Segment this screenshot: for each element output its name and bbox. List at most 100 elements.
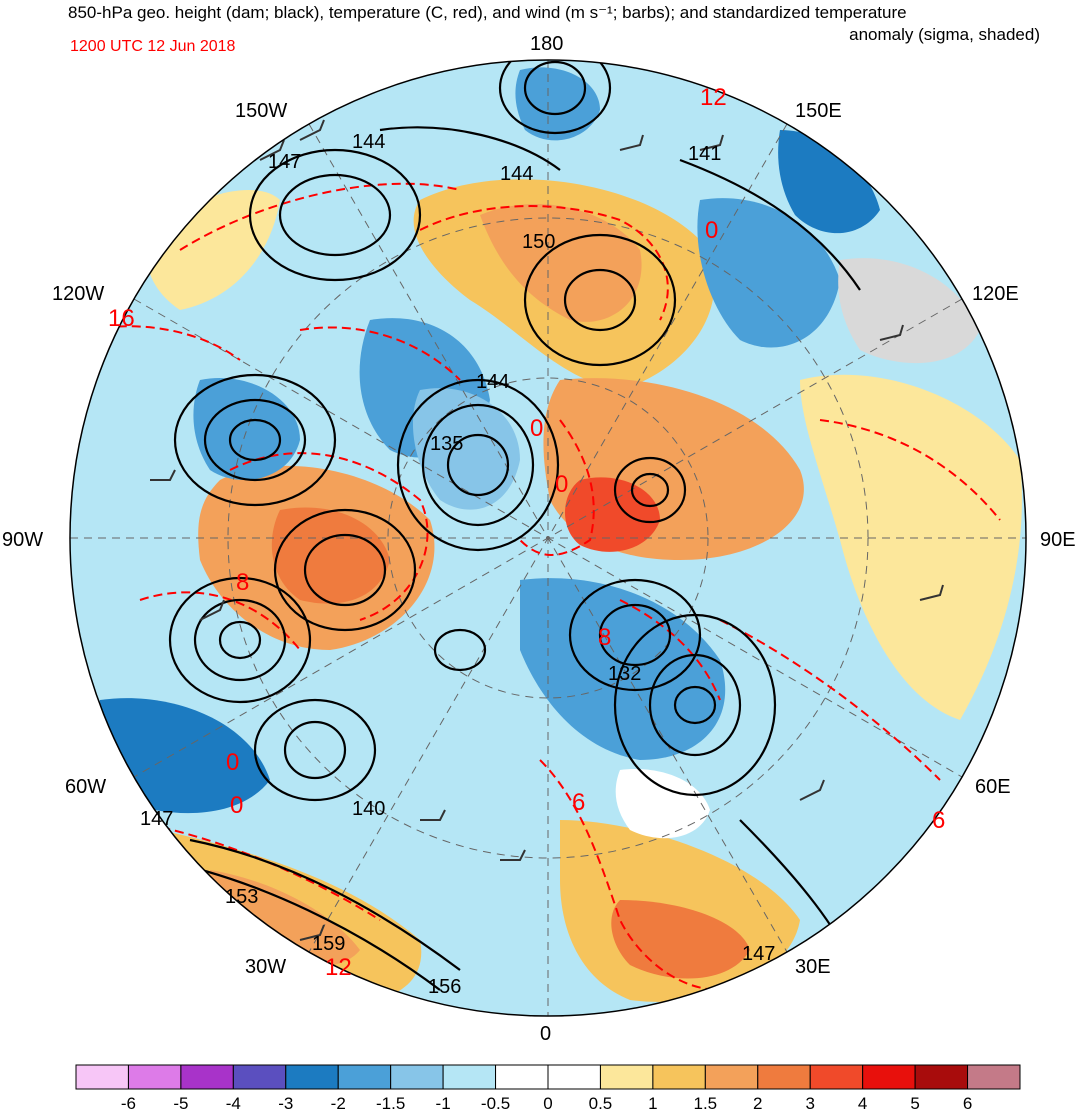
height-label: 141 [688, 143, 721, 165]
height-label: 144 [476, 371, 509, 393]
anomaly-warm-east-core [565, 477, 660, 552]
colorbar-tick-label: -4 [226, 1094, 241, 1112]
anomaly-cold-northpac [515, 67, 600, 141]
colorbar-swatch [757, 1064, 811, 1090]
colorbar-tick-label: -1 [436, 1094, 451, 1112]
figure-title: 850-hPa geo. height (dam; black), temper… [68, 2, 1040, 46]
map-boundary [69, 59, 1027, 1017]
lon-label-120e: 120E [972, 283, 1019, 305]
colorbar-tick-label: -5 [173, 1094, 188, 1112]
height-label: 156 [428, 976, 461, 998]
temperature-label: 0 [230, 792, 243, 819]
height-label: 140 [352, 798, 385, 820]
lon-label-90w: 90W [2, 529, 43, 551]
wind-barbs [150, 119, 944, 941]
colorbar-tick-label: -3 [278, 1094, 293, 1112]
colorbar-swatch [652, 1064, 706, 1090]
height-label: 147 [268, 151, 301, 173]
colorbar-tick-label: 2 [753, 1094, 762, 1112]
colorbar-swatch [704, 1064, 759, 1090]
colorbar-swatch [390, 1064, 444, 1090]
colorbar-swatch [180, 1064, 234, 1090]
colorbar-tick-label: 4 [858, 1094, 867, 1112]
temperature-label: 16 [108, 305, 135, 332]
lon-label-180: 180 [530, 33, 563, 55]
height-label: 159 [312, 933, 345, 955]
anomaly-cold-eastsib [697, 198, 840, 348]
graticule [70, 60, 1026, 1016]
colorbar-swatch [232, 1064, 287, 1090]
anomaly-warm-west-core [271, 507, 390, 604]
colorbar-tick-label: -2 [331, 1094, 346, 1112]
colorbar-tick-label: -1.5 [376, 1094, 405, 1112]
colorbar-tick-label: 0 [543, 1094, 552, 1112]
height-contours [159, 60, 862, 991]
height-label: 144 [352, 131, 385, 153]
temperature-label: 6 [932, 807, 945, 834]
lon-label-120w: 120W [52, 283, 104, 305]
lon-label-150e: 150E [795, 100, 842, 122]
anomaly-warm-core-north [480, 203, 642, 322]
temperature-label: 0 [705, 217, 718, 244]
height-label: 147 [140, 808, 173, 830]
anomaly-neutral-1 [838, 258, 980, 364]
lon-label-30w: 30W [245, 956, 286, 978]
anomaly-warm-siberia [800, 374, 1022, 720]
height-label: 132 [608, 663, 641, 685]
colorbar-swatch [75, 1064, 129, 1090]
height-label: 150 [522, 231, 555, 253]
anomaly-cold-atlantic [98, 698, 271, 814]
temperature-label: 8 [598, 624, 611, 651]
colorbar-swatch [285, 1064, 339, 1090]
anomaly-warm-atlantic-core [209, 870, 360, 967]
colorbar-swatch [862, 1064, 916, 1090]
height-label: 135 [430, 433, 463, 455]
anomaly-neutral-2 [615, 769, 710, 839]
lon-label-60e: 60E [975, 776, 1011, 798]
temperature-label: 0 [530, 415, 543, 442]
colorbar-swatch [599, 1064, 654, 1090]
anomaly-cold-arctic [412, 388, 520, 510]
colorbar-tick-label: 6 [963, 1094, 972, 1112]
title-line-1: 850-hPa geo. height (dam; black), temper… [68, 3, 907, 22]
colorbar-tick-label: 1 [648, 1094, 657, 1112]
colorbar-swatch [442, 1064, 497, 1090]
colorbar: -6 -5 -4 -3 -2 -1.5 -1 -0.5 0 0.5 1 1.5 2 3 4 5 6 [75, 1064, 1021, 1112]
height-label: 153 [225, 886, 258, 908]
temperature-label: 6 [572, 789, 585, 816]
colorbar-tick-label: -0.5 [481, 1094, 510, 1112]
temperature-label: 12 [700, 84, 727, 111]
lon-label-90e: 90E [1040, 529, 1076, 551]
colorbar-tick-label: 0.5 [589, 1094, 613, 1112]
lon-label-0: 0 [540, 1023, 551, 1045]
lon-label-150w: 150W [235, 100, 287, 122]
longitude-labels: 180 150E 120E 90E 60E 30E 0 30W 60W 90W … [2, 33, 1076, 1045]
colorbar-tick-label: -6 [121, 1094, 136, 1112]
colorbar-tick-label: 1.5 [694, 1094, 718, 1112]
lon-label-60w: 60W [65, 776, 106, 798]
temperature-label: 0 [226, 749, 239, 776]
height-label: 144 [500, 163, 533, 185]
temperature-contour-labels: 12 16 0 0 0 8 8 0 0 6 6 12 [108, 84, 945, 981]
temperature-contours [89, 182, 1001, 991]
colorbar-swatch [547, 1064, 601, 1090]
anomaly-warm-europe-core [611, 900, 750, 979]
colorbar-tick-label: 3 [805, 1094, 814, 1112]
temperature-label: 0 [555, 471, 568, 498]
valid-time: 1200 UTC 12 Jun 2018 [70, 38, 236, 55]
temperature-label: 8 [236, 569, 249, 596]
colorbar-swatch [495, 1064, 549, 1090]
title-line-2: anomaly (sigma, shaded) [849, 25, 1040, 44]
anomaly-cold-beringia [778, 130, 880, 234]
colorbar-swatch [914, 1064, 969, 1090]
temperature-label: 12 [325, 954, 352, 981]
colorbar-swatch [809, 1064, 864, 1090]
height-contour-labels: 144 147 144 150 141 144 135 132 140 147 … [140, 131, 775, 998]
colorbar-swatch [127, 1064, 182, 1090]
colorbar-swatch [337, 1064, 392, 1090]
colorbar-swatch [967, 1064, 1021, 1090]
height-label: 147 [742, 943, 775, 965]
lon-label-30e: 30E [795, 956, 831, 978]
colorbar-tick-label: 5 [910, 1094, 919, 1112]
